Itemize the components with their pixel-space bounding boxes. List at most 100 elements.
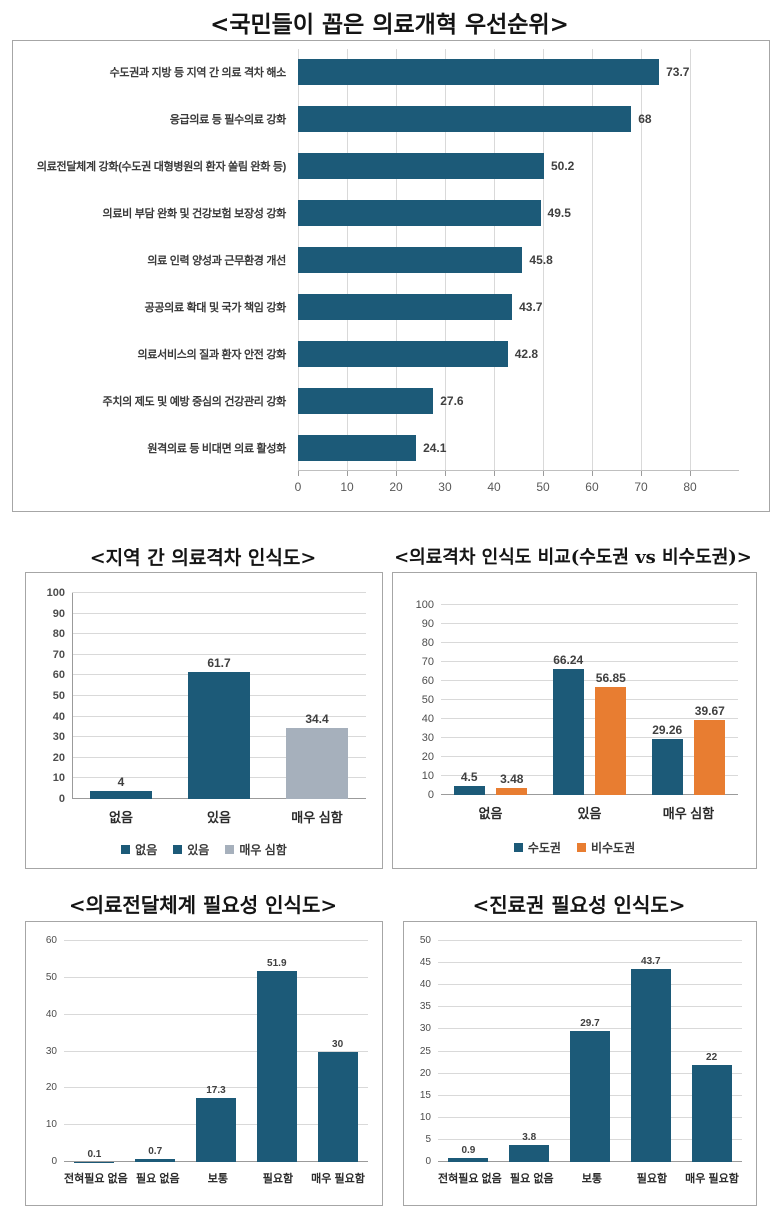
x-axis-labels: 전혀필요 없음 필요 없음 보통 필요함 매우 필요함 — [64, 1170, 368, 1186]
axis-tick — [690, 471, 691, 476]
y-axis-label: 30 — [45, 1045, 57, 1057]
category-slot: 0.7 — [125, 941, 186, 1162]
value-label: 0.1 — [87, 1148, 102, 1160]
bar: 3.48 — [496, 772, 528, 795]
gridline — [441, 623, 738, 624]
y-axis-label: 100 — [415, 599, 434, 611]
bar-row: 원격의료 등 비대면 의료 활성화 24.1 — [13, 424, 769, 471]
legend-marker — [173, 845, 183, 854]
y-axis-label: 60 — [52, 669, 65, 682]
bar-row: 의료서비스의 질과 환자 안전 강화 42.8 — [13, 330, 769, 377]
bar: 4 — [89, 775, 153, 799]
category-label: 없음 — [109, 810, 133, 825]
gridline — [441, 699, 738, 700]
legend-item: 비수도권 — [576, 839, 635, 856]
bar-slots: 4.5 3.48 66.24 56.85 29.26 39.67 — [441, 605, 738, 795]
y-axis-label: 45 — [419, 957, 431, 969]
category-slot: 30 — [307, 941, 368, 1162]
y-axis-label: 90 — [52, 607, 65, 620]
bar-area: 50.2 — [298, 153, 739, 180]
bar: 22 — [691, 1052, 732, 1162]
bar — [298, 153, 544, 180]
bar-row: 의료 인력 양성과 근무환경 개선 45.8 — [13, 237, 769, 284]
axis-tick-label: 30 — [438, 480, 452, 494]
bar-area: 27.6 — [298, 387, 739, 414]
y-axis-label: 20 — [52, 751, 65, 764]
y-axis-label: 10 — [421, 770, 434, 782]
legend-marker — [121, 845, 131, 854]
bar-area: 42.8 — [298, 340, 739, 367]
plot-area: 0 10 20 30 40 50 60 70 80 90 100 4.5 3.48 66.24 56.85 2… — [416, 599, 738, 801]
gridline — [441, 604, 738, 605]
y-axis-label: 40 — [419, 979, 431, 991]
value-label: 68 — [638, 112, 652, 127]
bar — [298, 434, 417, 461]
y-axis-label: 30 — [421, 732, 434, 744]
bar-area: 24.1 — [298, 434, 739, 461]
value-label: 3.48 — [500, 772, 524, 787]
bar: 4.5 — [453, 770, 485, 795]
value-label: 43.7 — [641, 955, 661, 967]
y-axis-label: 0 — [58, 793, 65, 805]
value-label: 51.9 — [267, 957, 287, 969]
value-label: 73.7 — [666, 65, 690, 80]
bar: 34.4 — [285, 712, 349, 799]
gridline — [441, 661, 738, 662]
category-slot: 61.7 — [170, 593, 268, 799]
y-axis-label: 50 — [421, 694, 434, 706]
value-label: 4.5 — [460, 770, 478, 785]
bar-row: 응급의료 등 필수의료 강화 68 — [13, 96, 769, 143]
legend-item: 매우 심함 — [225, 841, 287, 858]
gridline — [64, 940, 368, 941]
y-axis-label: 80 — [52, 628, 65, 641]
category-slot: 0.9 — [438, 941, 499, 1162]
gridline — [543, 49, 544, 471]
value-label: 27.6 — [440, 393, 464, 408]
category-label: 원격의료 등 비대면 의료 활성화 — [147, 442, 286, 455]
y-axis-label: 0 — [427, 789, 434, 801]
axis-tick — [396, 471, 397, 476]
bar: 3.8 — [509, 1132, 550, 1162]
gridline — [438, 940, 742, 941]
bar: 56.85 — [595, 671, 627, 795]
x-axis: 0 10 20 30 40 50 60 70 80 — [295, 470, 739, 511]
value-label: 56.85 — [595, 671, 626, 685]
category-slot: 34.4 — [268, 593, 366, 799]
value-label: 0.7 — [148, 1146, 163, 1158]
legend-label: 있음 — [187, 843, 210, 857]
bar: 29.7 — [569, 1018, 611, 1162]
category-label: 전혀필요 없음 — [438, 1173, 502, 1185]
chart-regional-gap: 0 10 20 30 40 50 60 70 80 90 100 4 61.7 34.4 없음 있음 매우 심함… — [25, 572, 383, 869]
y-axis-label: 10 — [419, 1111, 431, 1123]
value-label: 24.1 — [423, 440, 447, 455]
axis-tick — [298, 471, 299, 476]
bar — [298, 247, 523, 273]
legend-item: 없음 — [121, 841, 157, 858]
axis-tick — [347, 471, 348, 476]
bar — [298, 200, 541, 227]
bar: 43.7 — [630, 956, 671, 1162]
value-label: 34.4 — [305, 712, 329, 727]
y-axis-label: 20 — [421, 751, 434, 763]
bar-slots: 0.1 0.7 17.3 51.9 30 — [64, 941, 368, 1162]
chart-delivery-system: 0 10 20 30 40 50 60 0.1 0.7 17.3 51.9 30 전혀필요 없음 필요 없… — [25, 921, 383, 1206]
category-label: 의료 인력 양성과 근무환경 개선 — [147, 255, 286, 267]
bar — [298, 106, 632, 133]
category-label: 수도권과 지방 등 지역 간 의료 격차 해소 — [109, 67, 287, 80]
gridline — [64, 1050, 368, 1052]
legend-label: 없음 — [135, 843, 158, 857]
legend: 수도권 비수도권 — [393, 839, 756, 856]
category-label: 있음 — [577, 806, 602, 821]
gridline — [72, 633, 366, 635]
bar: 30 — [317, 1039, 358, 1162]
y-axis-label: 0 — [425, 1156, 431, 1167]
gridline — [641, 49, 642, 471]
axis-tick — [543, 471, 544, 476]
category-label: 주치의 제도 및 예방 중심의 건강관리 강화 — [102, 395, 287, 408]
y-axis-label: 30 — [419, 1023, 431, 1035]
y-axis-label: 10 — [52, 772, 65, 785]
y-axis-label: 0 — [51, 1156, 57, 1167]
bar: 0.9 — [448, 1145, 489, 1162]
legend-marker — [225, 845, 235, 854]
